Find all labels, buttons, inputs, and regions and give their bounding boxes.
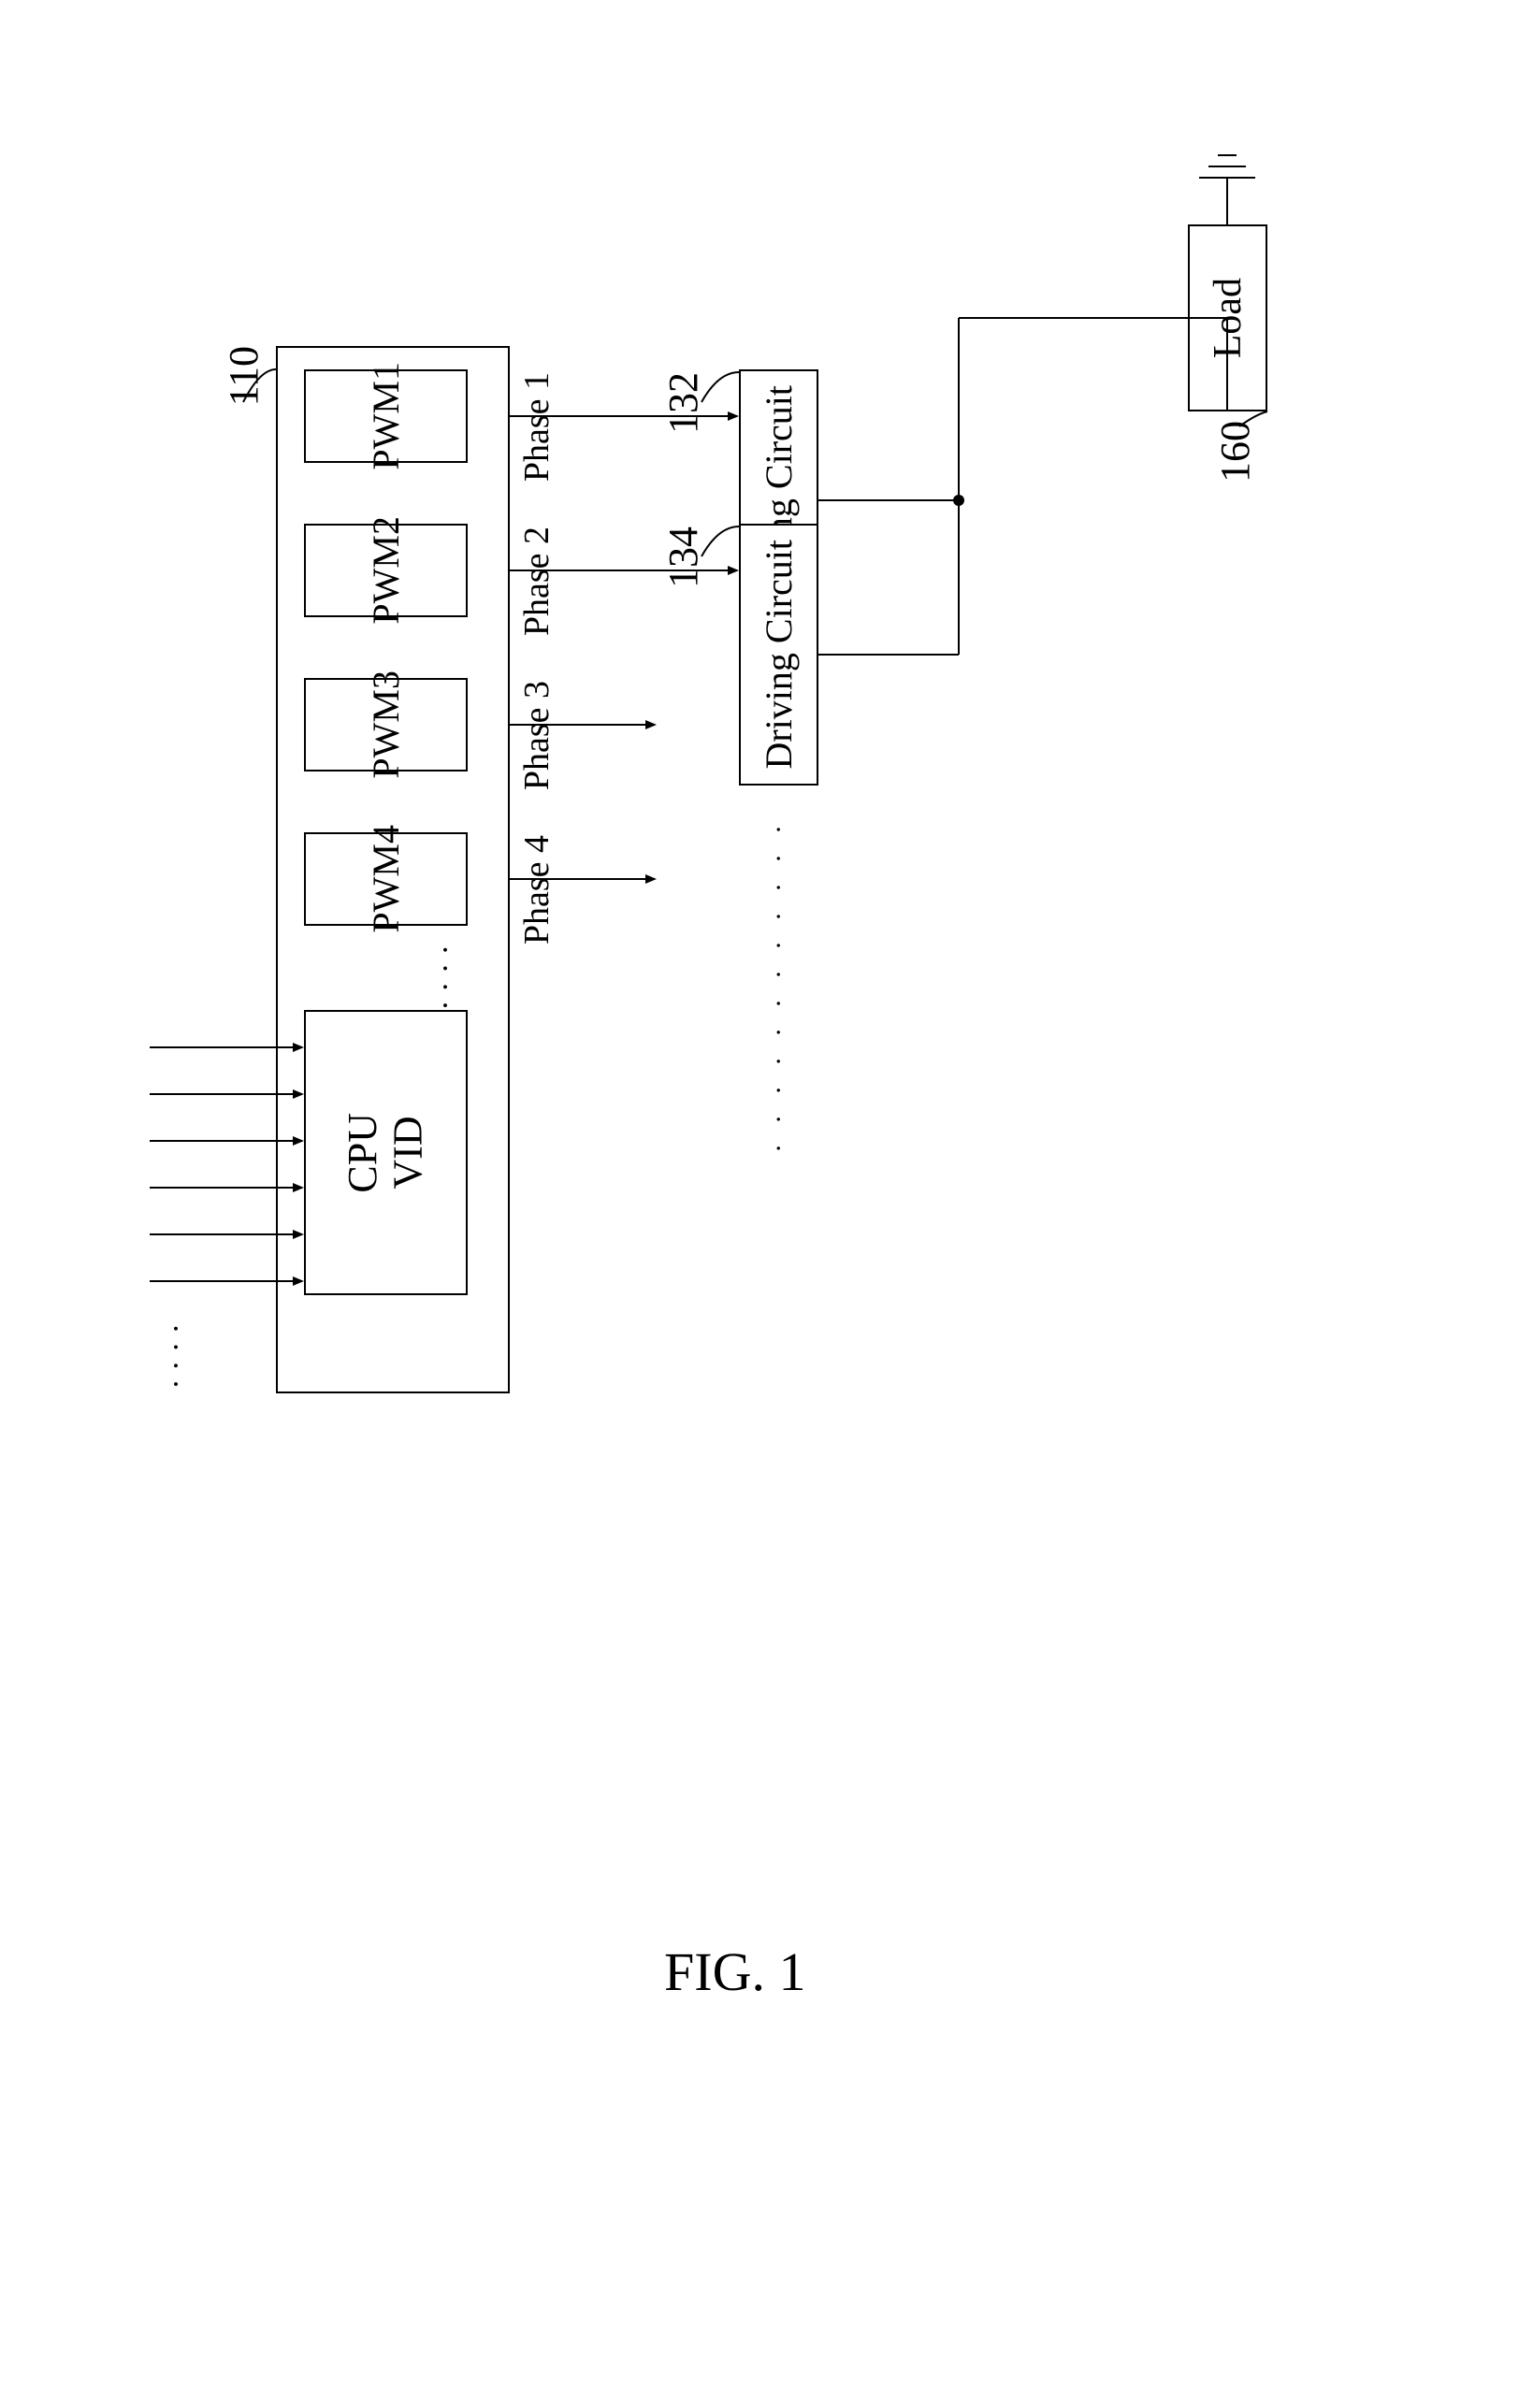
figure-caption: FIG. 1 — [664, 1940, 805, 2003]
phase1-label: Phase 1 — [516, 372, 557, 482]
driver1-ref: 132 — [659, 372, 707, 434]
phase2-label: Phase 2 — [516, 526, 557, 636]
pwm3-label: PWM3 — [364, 670, 408, 779]
phase3-label: Phase 3 — [516, 681, 557, 790]
pwm1-label: PWM1 — [364, 362, 408, 470]
pwm4-label: PWM4 — [364, 825, 408, 933]
driver2-box: Driving Circuit — [739, 524, 818, 786]
driver-ellipsis: · · · · · · · · · · · · — [763, 823, 795, 1153]
cpu-vid-box: CPU VID — [304, 1010, 468, 1295]
figure-canvas: CPU VID PWM1 PWM2 PWM3 PWM4 · · · · Phas… — [0, 0, 1519, 2408]
pwm2-label: PWM2 — [364, 516, 408, 625]
driver2-label: Driving Circuit — [757, 540, 801, 770]
phase4-label: Phase 4 — [516, 835, 557, 944]
pwm3-box: PWM3 — [304, 678, 468, 771]
load-label: Load — [1206, 278, 1251, 358]
pwm4-box: PWM4 — [304, 832, 468, 926]
pwm-ellipsis: · · · · — [428, 944, 464, 1011]
load-ref: 160 — [1211, 421, 1259, 483]
pwm2-box: PWM2 — [304, 524, 468, 617]
load-box: Load — [1188, 224, 1267, 411]
pwm1-box: PWM1 — [304, 369, 468, 463]
cpu-vid-label: CPU VID — [340, 1113, 431, 1193]
controller-ref: 110 — [220, 346, 268, 406]
vid-input-ellipsis: · · · · — [159, 1323, 195, 1390]
driver2-ref: 134 — [659, 526, 707, 588]
